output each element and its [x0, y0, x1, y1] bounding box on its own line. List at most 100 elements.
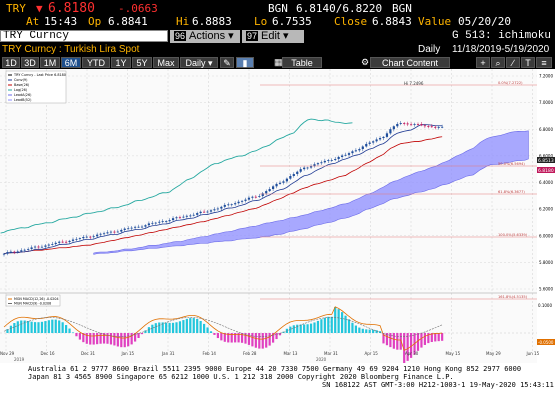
macd-bar [175, 322, 178, 333]
time-tick-label: Jan 31 [161, 351, 175, 356]
chart-toolbar: 1D 3D 1M 6M YTD 1Y 5Y Max Daily ▾ ✎ ▮ ▦ … [0, 56, 555, 69]
time-tick-label: May 29 [486, 351, 501, 356]
macd-tick-top: 0.1000 [538, 303, 552, 308]
candle-body [303, 167, 306, 170]
macd-bar [441, 333, 444, 341]
macd-bar [158, 322, 161, 333]
candle-body [230, 204, 233, 206]
macd-bar [313, 322, 316, 333]
candlestick-icon[interactable]: ▮ [236, 57, 254, 68]
edit-menu-button[interactable]: 97 Edit ▾ [242, 30, 304, 43]
candle-body [434, 126, 437, 128]
macd-bar [6, 329, 9, 333]
candle-body [416, 123, 420, 125]
period-6m[interactable]: 6M [61, 57, 81, 68]
period-1m[interactable]: 1M [40, 57, 60, 68]
candle-body [423, 125, 426, 127]
macd-bar [151, 324, 154, 333]
candle-body [120, 229, 123, 232]
macd-bar [99, 333, 102, 344]
candle-body [234, 203, 237, 205]
period-1y[interactable]: 1Y [111, 57, 131, 68]
candle-body [65, 241, 68, 243]
footer: Australia 61 2 9777 8600 Brazil 5511 239… [0, 363, 555, 400]
open-label: Op [88, 15, 102, 28]
macd-bar [289, 326, 292, 333]
price-tick-label: 6.8000 [539, 127, 553, 132]
candle-body [51, 244, 54, 245]
period-3d[interactable]: 3D [21, 57, 39, 68]
candles [2, 121, 444, 257]
candle-body [265, 191, 268, 194]
zoom-icon[interactable]: ⌕ [491, 57, 505, 68]
macd-bar [134, 333, 137, 342]
macd-bar [372, 329, 375, 333]
candle-body [406, 123, 409, 125]
candle-body [354, 150, 357, 152]
chart-area[interactable]: 0.0%(7.2722) 50.0%(6.5694) 61.8%(6.3677) 10… [0, 69, 555, 400]
macd-bar [265, 333, 268, 348]
candle-body [396, 123, 399, 127]
legend-entry: LeadA(26) [14, 93, 32, 97]
price-badge-a: 6.8513 [538, 158, 554, 164]
macd-bar [82, 333, 85, 343]
candle-body [206, 211, 209, 213]
footer-line-2: Japan 81 3 4565 8900 Singapore 65 6212 1… [28, 373, 454, 381]
candle-body [385, 133, 389, 137]
period-5y[interactable]: 5Y [132, 57, 152, 68]
macd-bar [354, 325, 357, 333]
candle-body [220, 206, 223, 209]
candle-body [392, 126, 395, 130]
macd-bar [368, 329, 371, 333]
candle-body [116, 231, 119, 233]
candle-body [102, 233, 106, 235]
macd-bar [406, 333, 409, 361]
candle-body [106, 232, 109, 234]
ticker-input[interactable] [0, 30, 168, 42]
line-tool-icon[interactable]: ∕ [506, 57, 520, 68]
lagging-span-line [0, 118, 353, 234]
period-1d[interactable]: 1D [2, 57, 20, 68]
macd-line [3, 306, 443, 351]
candle-body [185, 215, 188, 217]
macd-bar [44, 321, 47, 333]
macd-bar [23, 320, 26, 333]
macd-bar [382, 333, 385, 344]
more-tools-icon[interactable]: ≡ [536, 57, 552, 68]
table-button[interactable]: Table [282, 57, 322, 68]
candle-body [272, 186, 275, 190]
macd-bar [54, 319, 57, 333]
time-tick-label: Jan 15 [121, 351, 135, 356]
frequency-select[interactable]: Daily ▾ [180, 57, 218, 68]
legend-entry: TRY Curncy - Last Price 6.8180 [13, 73, 66, 77]
text-tool-icon[interactable]: T [521, 57, 535, 68]
macd-bar [189, 318, 192, 333]
actions-menu-button[interactable]: 96 Actions ▾ [170, 30, 240, 43]
candle-body [123, 228, 126, 230]
candle-body [389, 129, 392, 134]
macd-bar [27, 321, 30, 333]
fib-label: 100.0%(5.6339) [498, 233, 528, 237]
security-name: TRY Curncy : Turkish Lira Spot [2, 44, 140, 55]
chart-content-button[interactable]: Chart Content [370, 57, 450, 68]
macd-bar [185, 318, 188, 333]
candle-body [168, 220, 171, 222]
candle-body [351, 151, 354, 154]
macd-bar [365, 329, 368, 333]
price-tick-label: 7.2000 [539, 74, 553, 79]
candle-body [299, 169, 302, 172]
candle-body [237, 201, 240, 204]
candle-body [403, 123, 406, 124]
macd-bar [272, 333, 275, 343]
period-max[interactable]: Max [153, 57, 179, 68]
period-ytd[interactable]: YTD [82, 57, 110, 68]
macd-bar [203, 323, 206, 333]
gear-icon[interactable]: ⚙ [360, 57, 370, 68]
table-icon[interactable]: ▦ [274, 57, 283, 68]
candle-body [71, 239, 75, 241]
candle-body [240, 200, 244, 202]
pencil-icon[interactable]: ✎ [220, 57, 234, 68]
candle-body [278, 182, 282, 184]
close-label: Close [334, 15, 368, 28]
crosshair-icon[interactable]: + [476, 57, 490, 68]
